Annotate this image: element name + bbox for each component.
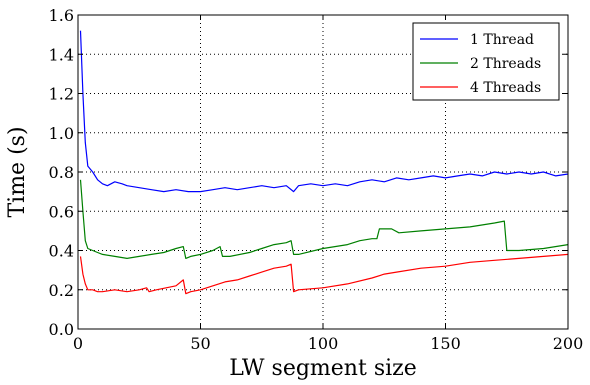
series-line [79,253,569,295]
series-lines [79,30,569,295]
x-tick-label: 100 [308,334,339,353]
axis-ticks [77,14,569,330]
x-tick-label: 150 [430,334,461,353]
y-tick-labels: 0.0 0.2 0.4 0.6 0.8 1.0 1.2 1.4 1.6 [49,6,74,339]
series-line [79,30,569,193]
series-line [79,179,569,259]
x-tick-label: 0 [73,334,83,353]
y-tick-label: 0.0 [49,320,74,339]
legend: 1 Thread 2 Threads 4 Threads [412,22,560,101]
y-tick-label: 1.2 [49,85,74,104]
y-tick-label: 0.6 [49,202,74,221]
y-tick-label: 0.4 [49,242,74,261]
y-tick-label: 1.6 [49,6,74,25]
y-axis-label: Time (s) [5,126,30,217]
x-tick-label: 200 [553,334,584,353]
legend-label: 4 Threads [470,80,541,96]
x-tick-labels: 0 50 100 150 200 [73,334,583,353]
x-axis-label: LW segment size [229,356,417,381]
x-tick-label: 50 [190,334,210,353]
y-tick-label: 0.2 [49,281,74,300]
legend-label: 2 Threads [470,56,541,72]
legend-label: 1 Thread [470,32,534,48]
y-tick-label: 1.0 [49,124,74,143]
y-tick-label: 1.4 [49,45,74,64]
y-tick-label: 0.8 [49,163,74,182]
